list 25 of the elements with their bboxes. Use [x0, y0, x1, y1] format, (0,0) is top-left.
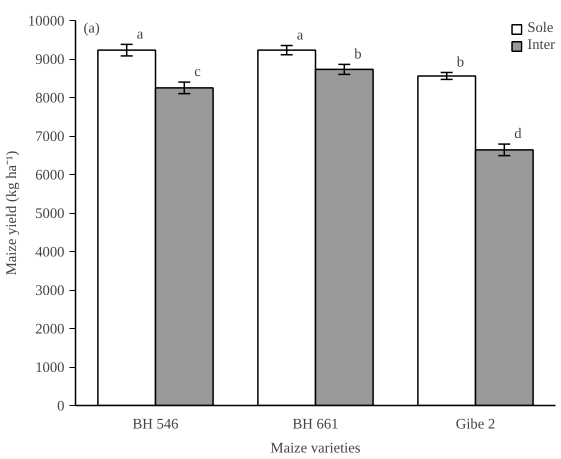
x-tick-label: BH 546 — [132, 416, 179, 432]
y-tick-label: 9000 — [35, 52, 64, 68]
y-tick-label: 0 — [57, 398, 64, 414]
x-tick-label: Gibe 2 — [456, 416, 496, 432]
data-label: a — [136, 26, 144, 42]
y-tick-label: 6000 — [35, 168, 64, 184]
annotation: (a) — [84, 20, 100, 36]
y-tick-label: 1000 — [35, 360, 64, 376]
y-tick-label: 5000 — [35, 206, 64, 222]
y-tick-label: 4000 — [35, 244, 64, 260]
data-label: b — [354, 46, 362, 62]
legend-label: Inter — [527, 37, 555, 54]
data-label: a — [296, 28, 304, 44]
x-axis-title: Maize varieties — [270, 440, 361, 456]
y-tick-label: 3000 — [35, 283, 64, 299]
legend-label: Sole — [527, 20, 554, 37]
y-tick-label: 7000 — [35, 129, 64, 145]
x-tick-label: BH 661 — [292, 416, 339, 432]
data-label: d — [514, 126, 522, 142]
data-label: c — [194, 64, 202, 80]
y-tick-label: 8000 — [35, 90, 64, 106]
data-label: b — [456, 54, 464, 70]
y-tick-label: 10000 — [28, 14, 64, 30]
y-axis-title: Maize yield (kg ha⁻¹) — [4, 150, 20, 276]
y-tick-label: 2000 — [35, 322, 64, 338]
